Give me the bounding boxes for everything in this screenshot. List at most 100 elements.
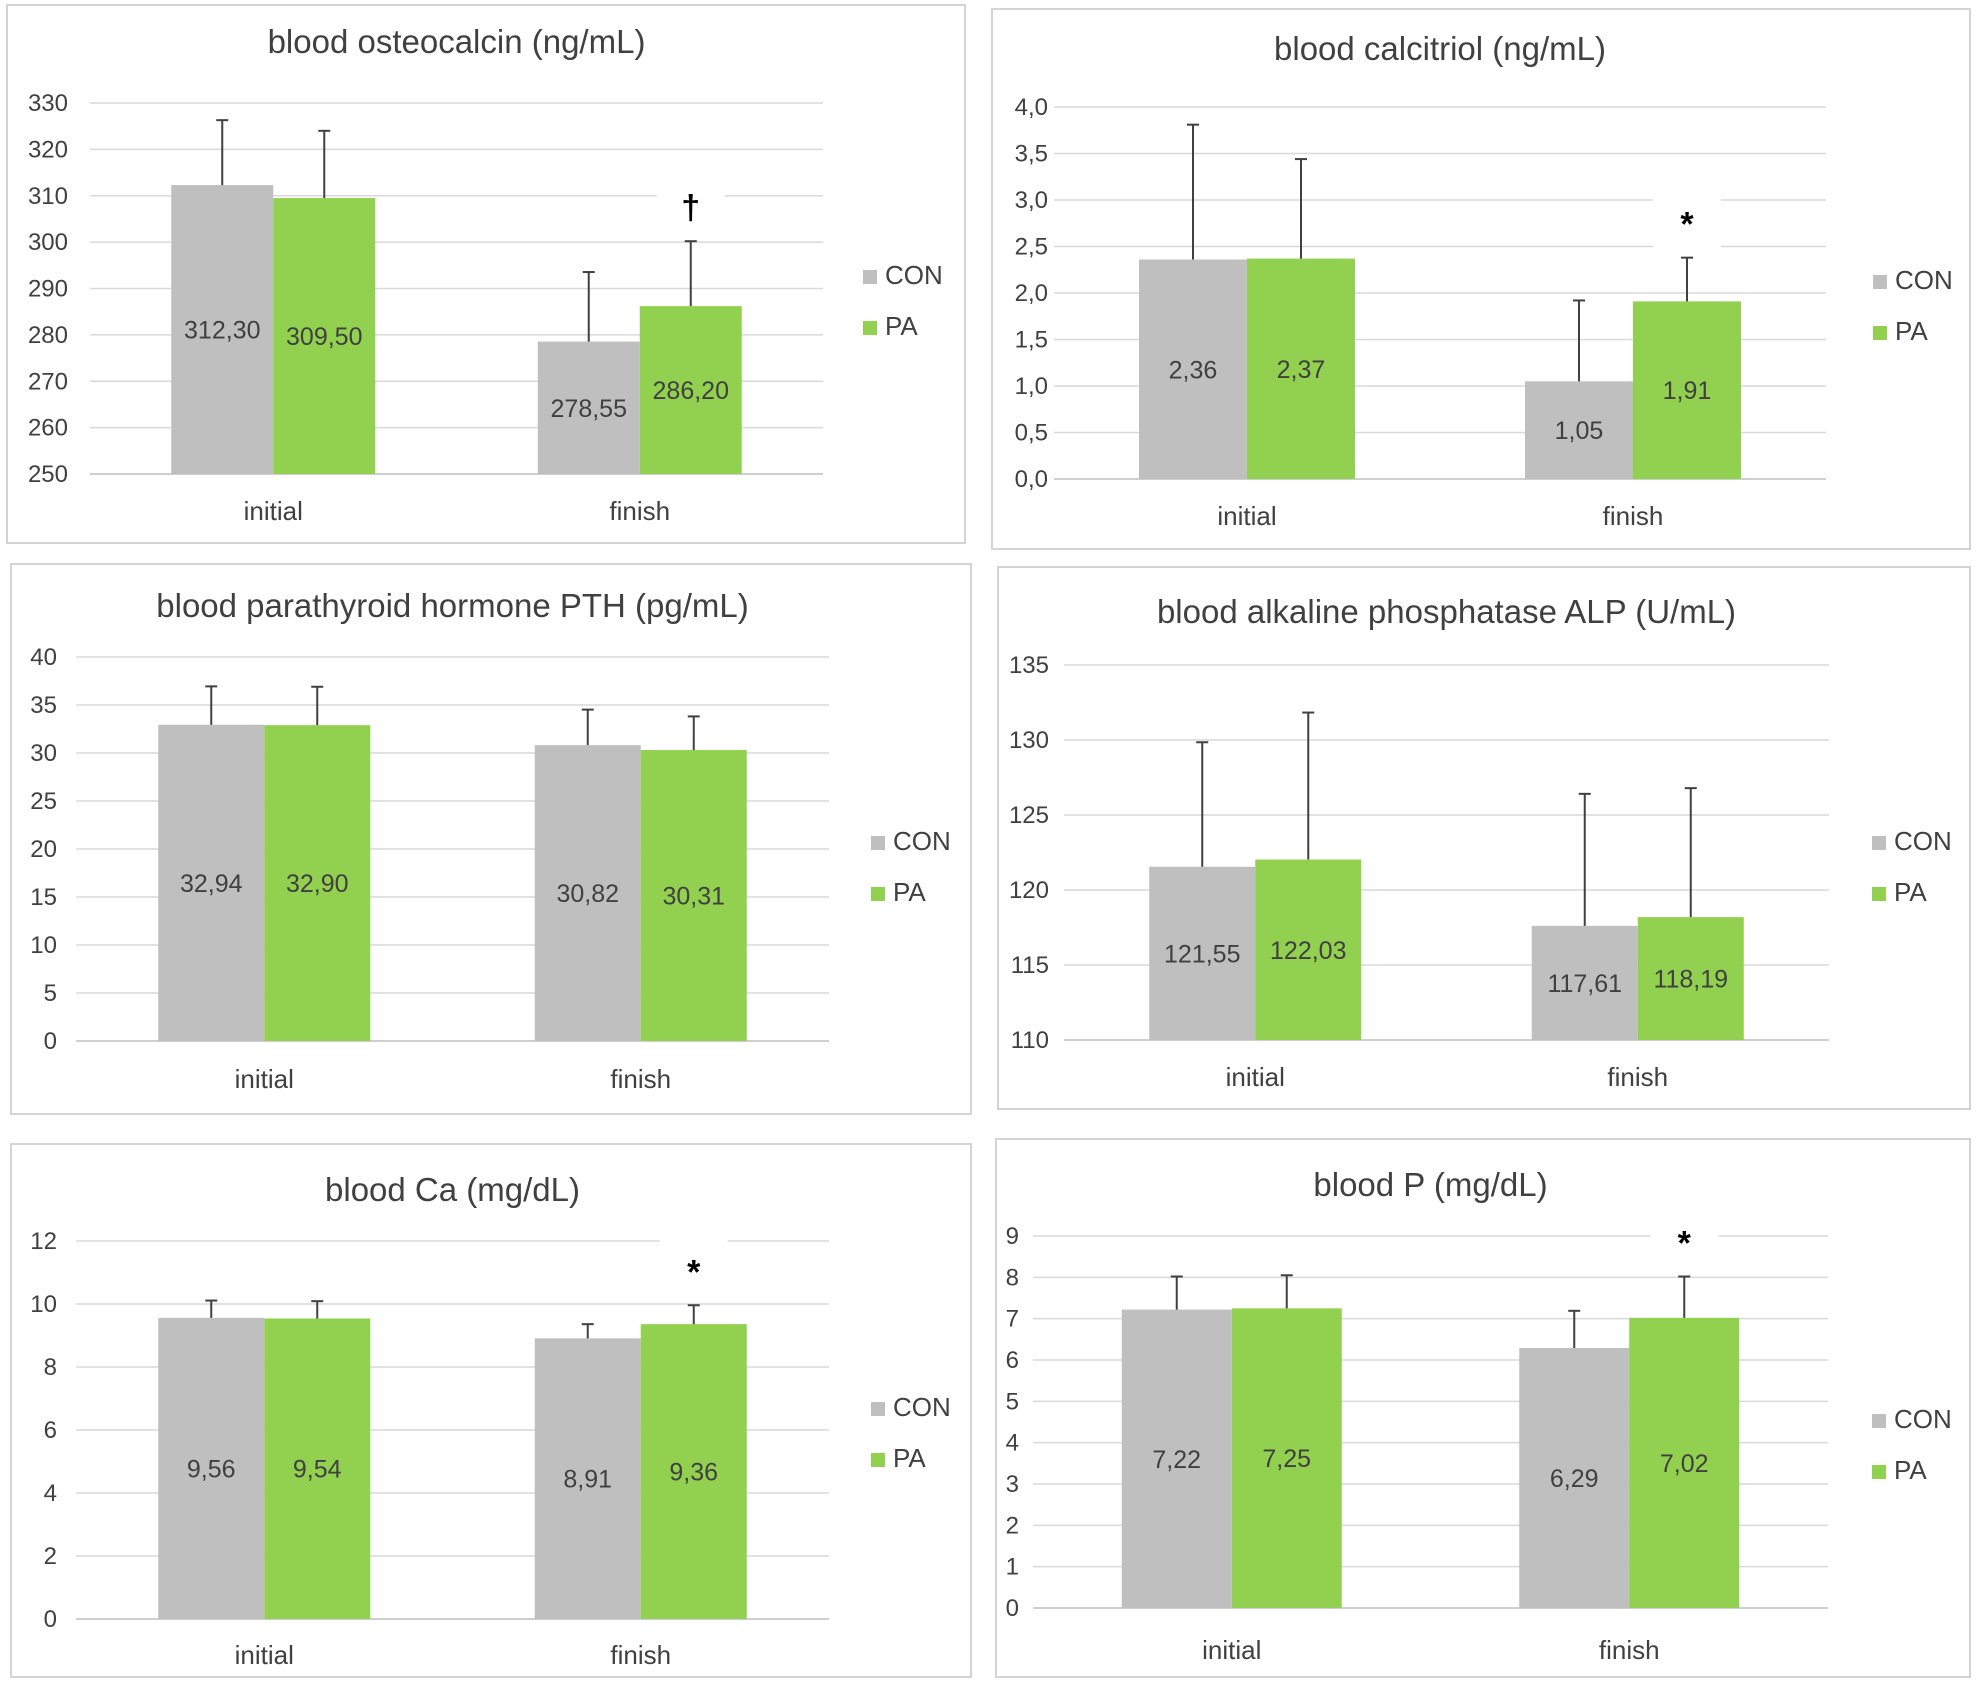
y-tick-label: 0 (44, 1028, 57, 1055)
bar-pa-finish (1637, 917, 1744, 1040)
data-label-pa-finish: 1,91 (1663, 377, 1712, 405)
y-tick-label: 6 (1006, 1347, 1019, 1374)
x-category-label: finish (1599, 1635, 1660, 1665)
bar-pa-initial (264, 1318, 371, 1619)
bar-pa-finish (640, 750, 747, 1041)
data-label-pa-finish: 30,31 (662, 883, 725, 911)
bar-pa-initial (264, 725, 371, 1041)
panel-alp: blood alkaline phosphatase ALP (U/mL) 110… (997, 566, 1971, 1110)
legend-swatch-pa (1873, 326, 1887, 340)
legend-swatch-pa (1872, 1465, 1886, 1479)
panel-phosphorus: blood P (mg/dL) 0 1 2 3 4 5 6 7 8 9 7,22 7,25 initial… (995, 1138, 1971, 1678)
y-tick-label: 10 (30, 932, 57, 959)
legend-swatch-con (871, 1402, 885, 1416)
y-tick-label: 40 (30, 644, 57, 671)
legend-swatch-pa (1872, 887, 1886, 901)
data-label-con-finish: 117,61 (1547, 970, 1622, 998)
y-tick-label: 290 (28, 276, 68, 303)
data-label-con-initial: 312,30 (184, 317, 260, 345)
significance-marker: † (681, 189, 700, 227)
bar-con-initial (1121, 1309, 1232, 1608)
y-tick-label: 280 (28, 322, 68, 349)
data-label-con-finish: 1,05 (1555, 417, 1604, 445)
x-category-label: finish (610, 1640, 671, 1670)
y-tick-label: 135 (1009, 652, 1049, 679)
data-label-con-initial: 121,55 (1164, 940, 1240, 968)
y-tick-label: 3,0 (1015, 187, 1048, 214)
bar-pa-finish (639, 306, 742, 474)
y-tick-label: 20 (30, 836, 57, 863)
legend-label-con: CON (893, 826, 951, 856)
bar-con-finish (534, 1338, 641, 1619)
significance-marker: * (1678, 1225, 1692, 1263)
y-tick-label: 120 (1009, 877, 1049, 904)
annotation-backdrop (1650, 1210, 1719, 1269)
y-tick-label: 5 (44, 980, 57, 1007)
y-tick-label: 6 (44, 1417, 57, 1444)
y-tick-label: 30 (30, 740, 57, 767)
chart-osteocalcin: blood osteocalcin (ng/mL) 250 260 270 280 290… (28, 23, 943, 526)
chart-title: blood parathyroid hormone PTH (pg/mL) (156, 587, 748, 624)
y-tick-label: 320 (28, 136, 68, 163)
y-tick-label: 25 (30, 788, 57, 815)
y-tick-label: 125 (1009, 802, 1049, 829)
bar-pa-initial (1231, 1308, 1342, 1608)
y-tick-label: 4,0 (1015, 94, 1048, 121)
y-tick-label: 1 (1006, 1554, 1019, 1581)
bar-pa-initial (1247, 258, 1355, 479)
chart-title: blood P (mg/dL) (1313, 1166, 1547, 1203)
y-tick-label: 310 (28, 183, 68, 210)
data-label-pa-initial: 9,54 (293, 1456, 342, 1484)
legend-label-pa: PA (893, 1443, 926, 1473)
bar-con-finish (1519, 1348, 1630, 1608)
y-tick-label: 7 (1006, 1306, 1019, 1333)
bar-con-initial (158, 724, 265, 1041)
bar-con-initial (158, 1317, 265, 1619)
bar-pa-initial (1255, 859, 1362, 1040)
legend-label-con: CON (885, 260, 943, 290)
bar-con-initial (1149, 866, 1256, 1040)
bar-con-initial (171, 185, 274, 475)
bar-pa-initial (273, 198, 376, 474)
data-label-con-finish: 278,55 (551, 395, 627, 423)
legend-swatch-pa (871, 1453, 885, 1467)
x-category-label: initial (235, 1064, 294, 1094)
chart-calcitriol: blood calcitriol (ng/mL) 0,0 0,5 1,0 1,5 2,0 2… (1015, 30, 1953, 531)
data-label-pa-finish: 286,20 (653, 377, 729, 405)
data-label-pa-initial: 2,37 (1277, 356, 1326, 384)
legend-label-pa: PA (893, 877, 926, 907)
data-label-con-initial: 9,56 (187, 1455, 236, 1483)
chart-calcium: blood Ca (mg/dL) 0 2 4 6 8 10 12 9,56 9,54 initial… (30, 1171, 950, 1670)
y-tick-label: 2 (1006, 1512, 1019, 1539)
legend-label-con: CON (1894, 826, 1952, 856)
y-tick-label: 115 (1011, 952, 1049, 979)
bar-pa-finish (1629, 1317, 1740, 1608)
legend-swatch-con (1872, 1414, 1886, 1428)
legend-label-pa: PA (885, 311, 918, 341)
y-tick-label: 35 (30, 692, 57, 719)
y-tick-label: 9 (1006, 1223, 1019, 1250)
chart-title: blood Ca (mg/dL) (325, 1171, 580, 1208)
bar-con-finish (1525, 381, 1633, 479)
y-tick-label: 4 (1006, 1430, 1019, 1457)
y-tick-label: 330 (28, 90, 68, 117)
chart-phosphorus: blood P (mg/dL) 0 1 2 3 4 5 6 7 8 9 7,22 7,25 initial… (1006, 1166, 1952, 1665)
y-tick-label: 0,5 (1015, 420, 1048, 447)
x-category-label: initial (244, 496, 303, 526)
chart-title: blood alkaline phosphatase ALP (U/mL) (1157, 593, 1736, 630)
significance-marker: * (1680, 206, 1694, 244)
data-label-con-finish: 8,91 (563, 1466, 612, 1494)
legend-label-con: CON (1894, 1404, 1952, 1434)
y-tick-label: 0,0 (1015, 466, 1048, 493)
y-tick-label: 3 (1006, 1471, 1019, 1498)
y-tick-label: 250 (28, 461, 68, 488)
panel-calcium: blood Ca (mg/dL) 0 2 4 6 8 10 12 9,56 9,54 initial… (10, 1143, 972, 1678)
data-label-con-initial: 7,22 (1152, 1446, 1201, 1474)
legend-label-pa: PA (1894, 1455, 1927, 1485)
y-tick-label: 12 (30, 1228, 57, 1255)
y-tick-label: 3,5 (1015, 141, 1048, 168)
y-tick-label: 2 (44, 1543, 57, 1570)
y-tick-label: 10 (30, 1291, 57, 1318)
chart-alp: blood alkaline phosphatase ALP (U/mL) 110… (1009, 593, 1952, 1092)
chart-pth: blood parathyroid hormone PTH (pg/mL) 0 5 1… (30, 587, 951, 1094)
